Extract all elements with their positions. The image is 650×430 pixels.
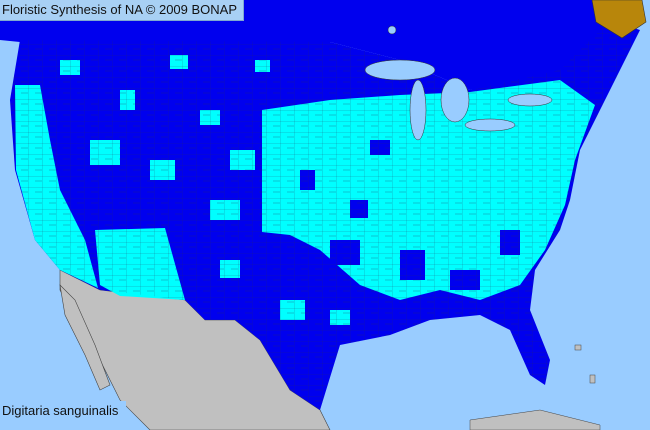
new-brunswick-region [591, 0, 647, 39]
caribbean-islands [469, 344, 601, 430]
map-title: Floristic Synthesis of NA © 2009 BONAP [0, 0, 245, 21]
canada-region [0, 0, 620, 90]
baja-peninsula [59, 284, 111, 391]
great-lakes [364, 25, 553, 141]
species-label: Digitaria sanguinalis [0, 401, 127, 420]
